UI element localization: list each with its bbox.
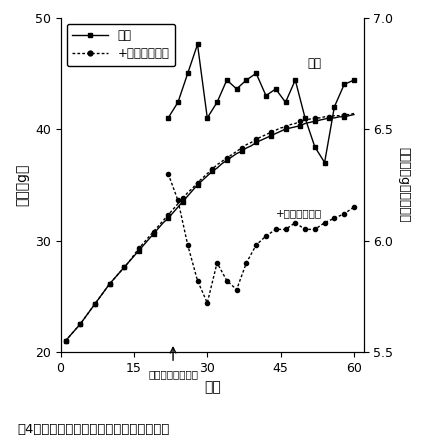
Text: 対照: 対照 bbox=[307, 57, 321, 70]
Y-axis label: 体重（g）: 体重（g） bbox=[15, 164, 29, 206]
Text: +ナリンゲニン: +ナリンゲニン bbox=[276, 208, 322, 218]
Y-axis label: 摂食量（g／頭／日）: 摂食量（g／頭／日） bbox=[397, 147, 410, 223]
X-axis label: 日数: 日数 bbox=[204, 380, 220, 394]
Text: 図4　糖尿病マウスの体重と摂食量の変化: 図4 糖尿病マウスの体重と摂食量の変化 bbox=[17, 422, 170, 436]
Legend: 対照, +ナリンゲニン: 対照, +ナリンゲニン bbox=[67, 23, 175, 66]
Text: ナリンゲニン添加: ナリンゲニン添加 bbox=[148, 369, 198, 379]
